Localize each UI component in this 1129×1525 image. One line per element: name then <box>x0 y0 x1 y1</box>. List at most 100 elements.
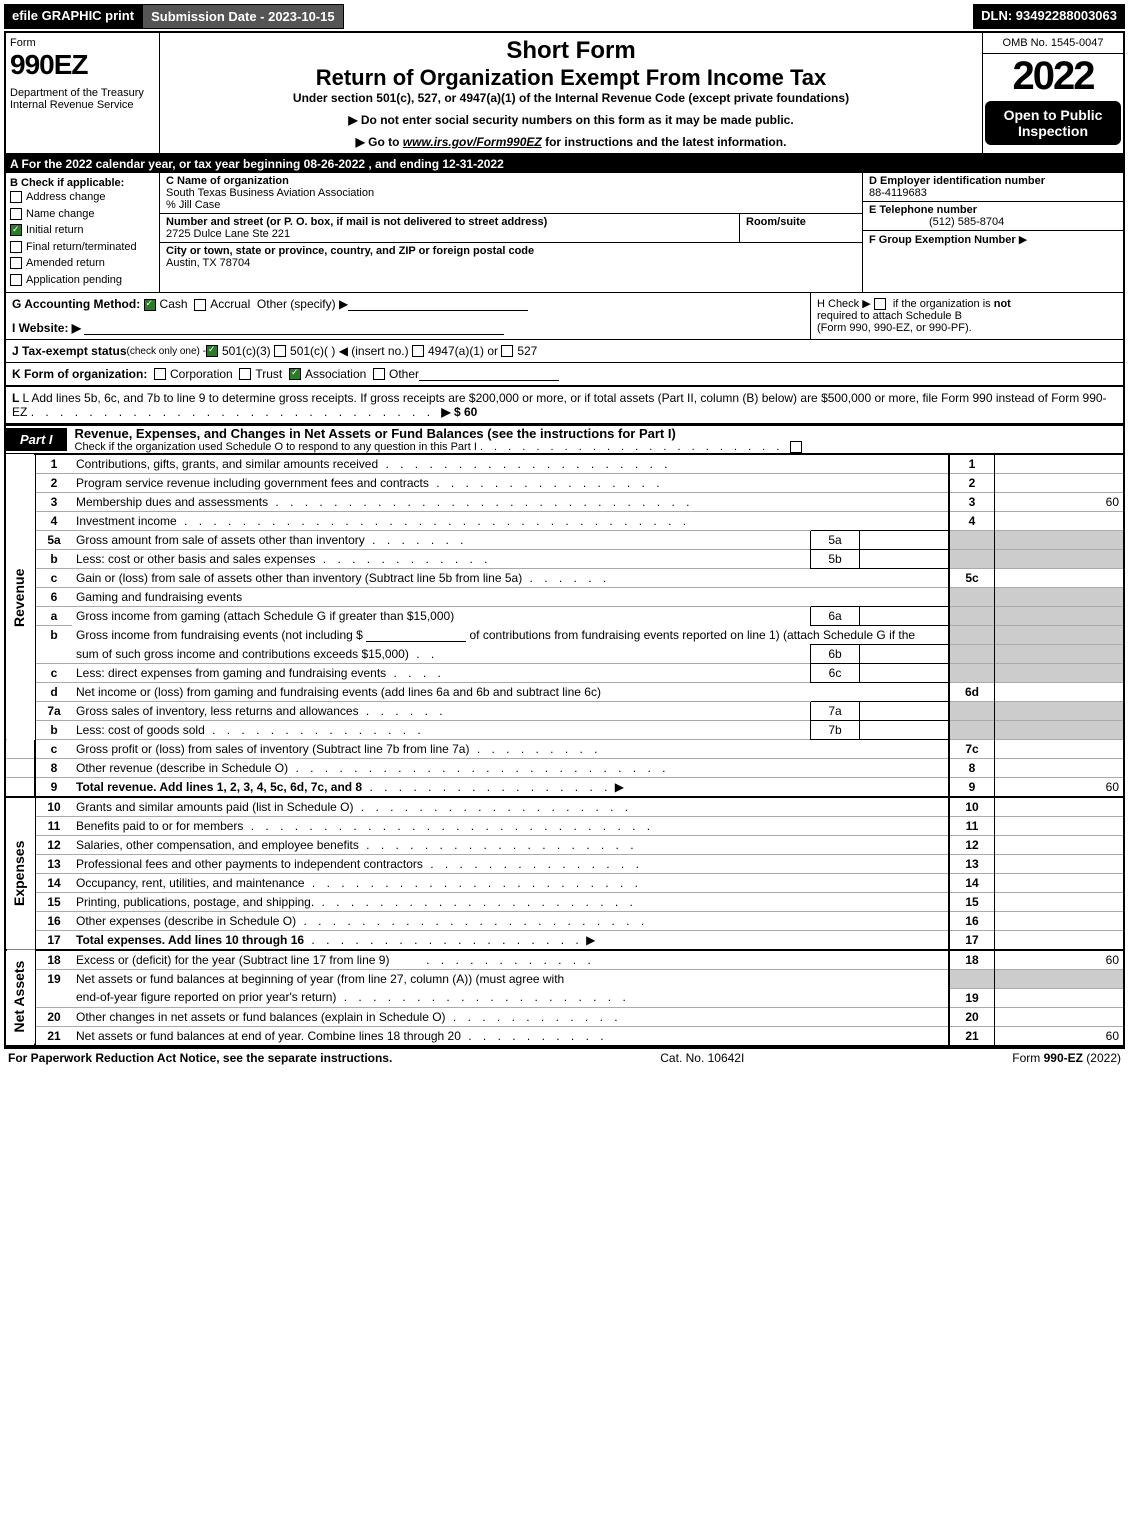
rv-20 <box>995 1007 1124 1026</box>
rv-19 <box>995 988 1124 1007</box>
sv-6b <box>860 645 950 664</box>
rv-14 <box>995 874 1124 893</box>
f-arrow: ▶ <box>1019 234 1027 246</box>
sv-6a <box>860 607 950 626</box>
website-line[interactable] <box>84 322 504 335</box>
ln-10: 10 <box>35 797 72 817</box>
rn-19a <box>949 970 995 989</box>
row-g-accounting: G Accounting Method: Cash Accrual Other … <box>6 293 810 339</box>
cb-accrual[interactable] <box>194 299 206 311</box>
ln-2: 2 <box>35 474 72 493</box>
rn-6d: 6d <box>949 683 995 702</box>
rn-10: 10 <box>949 797 995 817</box>
cb-application-pending[interactable]: Application pending <box>10 272 155 289</box>
form-code: 990EZ <box>10 49 155 81</box>
cb-501c[interactable] <box>274 345 286 357</box>
subtitle-under: Under section 501(c), 527, or 4947(a)(1)… <box>168 91 974 105</box>
sv-7a <box>860 702 950 721</box>
cb-address-change[interactable]: Address change <box>10 189 155 206</box>
cb-501c3[interactable] <box>206 345 218 357</box>
l11-desc: Benefits paid to or for members <box>76 819 243 833</box>
h-mid: if the organization is <box>893 298 994 310</box>
b-title: B Check if applicable: <box>10 177 155 189</box>
cb-initial-return[interactable]: Initial return <box>10 222 155 239</box>
rv-8 <box>995 759 1124 778</box>
sb-5a: 5a <box>811 531 860 550</box>
l6a-desc: Gross income from gaming (attach Schedul… <box>76 609 454 623</box>
part-1-header: Part I Revenue, Expenses, and Changes in… <box>6 424 1123 454</box>
side-netassets: Net Assets <box>6 950 35 1045</box>
h-text3: (Form 990, 990-EZ, or 990-PF). <box>817 322 972 334</box>
city-label: City or town, state or province, country… <box>166 245 534 257</box>
care-of: % Jill Case <box>166 199 220 211</box>
rv-21: 60 <box>995 1026 1124 1045</box>
cb-cash[interactable] <box>144 299 156 311</box>
cb-527[interactable] <box>501 345 513 357</box>
cb-final-return[interactable]: Final return/terminated <box>10 239 155 256</box>
cb-4947[interactable] <box>412 345 424 357</box>
page-footer: For Paperwork Reduction Act Notice, see … <box>4 1047 1125 1067</box>
street-address: 2725 Dulce Lane Ste 221 <box>166 228 290 240</box>
other-org-line[interactable] <box>419 368 559 381</box>
form-body: Form 990EZ Department of the Treasury In… <box>4 31 1125 1047</box>
l16-desc: Other expenses (describe in Schedule O) <box>76 914 296 928</box>
side-spacer-2 <box>6 759 35 778</box>
info-grid: B Check if applicable: Address change Na… <box>6 173 1123 293</box>
ln-7b: b <box>35 721 72 740</box>
cb-h[interactable] <box>874 298 886 310</box>
l1-desc: Contributions, gifts, grants, and simila… <box>76 457 378 471</box>
footer-left: For Paperwork Reduction Act Notice, see … <box>8 1051 392 1065</box>
l6b1-desc: Gross income from fundraising events (no… <box>76 628 363 642</box>
rn-16: 16 <box>949 912 995 931</box>
cb-trust[interactable] <box>239 368 251 380</box>
rn-9: 9 <box>949 778 995 798</box>
ln-7a: 7a <box>35 702 72 721</box>
l9-desc: Total revenue. Add lines 1, 2, 3, 4, 5c,… <box>76 780 362 794</box>
part-1-tab: Part I <box>6 428 67 451</box>
header-right: OMB No. 1545-0047 2022 Open to Public In… <box>982 33 1123 153</box>
rn-20: 20 <box>949 1007 995 1026</box>
l6b2-desc: of contributions from fundraising events… <box>470 628 916 642</box>
cb-amended-return[interactable]: Amended return <box>10 255 155 272</box>
row-h: H Check ▶ if the organization is not req… <box>810 293 1123 339</box>
ln-11: 11 <box>35 817 72 836</box>
rn-6a <box>949 607 995 626</box>
rn-6b1 <box>949 626 995 645</box>
l2-desc: Program service revenue including govern… <box>76 476 429 490</box>
ln-7c: c <box>35 740 72 759</box>
rv-16 <box>995 912 1124 931</box>
cb-other-org[interactable] <box>373 368 385 380</box>
rn-13: 13 <box>949 855 995 874</box>
l13-desc: Professional fees and other payments to … <box>76 857 423 871</box>
col-c-org-info: C Name of organization South Texas Busin… <box>160 173 863 292</box>
fundraising-amount-line[interactable] <box>366 629 466 642</box>
rv-19a <box>995 970 1124 989</box>
sb-6a: 6a <box>811 607 860 626</box>
lines-table-revenue: Revenue 1 Contributions, gifts, grants, … <box>6 454 1123 1045</box>
title-short-form: Short Form <box>168 37 974 65</box>
cb-corporation[interactable] <box>154 368 166 380</box>
ln-12: 12 <box>35 836 72 855</box>
top-bar: efile GRAPHIC print Submission Date - 20… <box>4 4 1125 29</box>
rv-13 <box>995 855 1124 874</box>
goto-link[interactable]: www.irs.gov/Form990EZ <box>403 135 542 149</box>
omb-number: OMB No. 1545-0047 <box>983 33 1123 54</box>
rn-11: 11 <box>949 817 995 836</box>
sb-5b: 5b <box>811 550 860 569</box>
l5a-desc: Gross amount from sale of assets other t… <box>76 533 365 547</box>
cb-association[interactable] <box>289 368 301 380</box>
cb-name-change[interactable]: Name change <box>10 206 155 223</box>
rv-17 <box>995 931 1124 951</box>
irs-label: Internal Revenue Service <box>10 99 155 111</box>
ln-6c: c <box>35 664 72 683</box>
other-specify-line[interactable] <box>348 298 528 311</box>
rv-7b <box>995 721 1124 740</box>
rn-19: 19 <box>949 988 995 1007</box>
rn-5c: 5c <box>949 569 995 588</box>
rv-6d <box>995 683 1124 702</box>
ln-19: 19 <box>35 970 72 1008</box>
rv-12 <box>995 836 1124 855</box>
rn-6b <box>949 645 995 664</box>
cb-schedule-o[interactable] <box>790 441 802 453</box>
rv-7c <box>995 740 1124 759</box>
